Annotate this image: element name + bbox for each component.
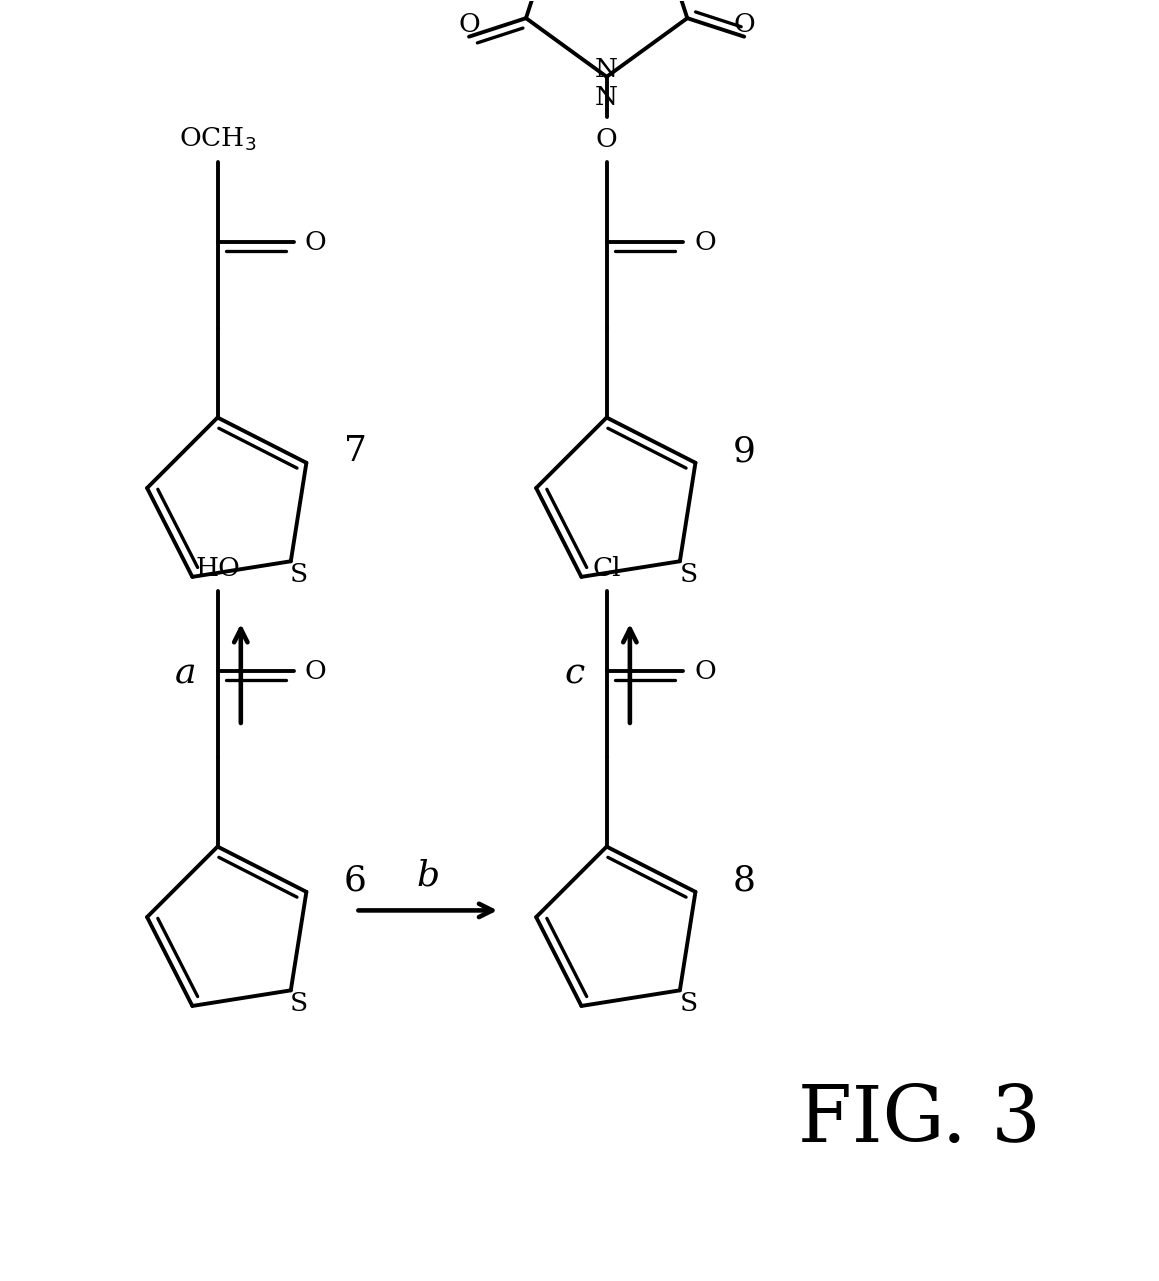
Text: 6: 6 xyxy=(344,863,367,898)
Text: Cl: Cl xyxy=(592,556,621,582)
Text: OCH$_3$: OCH$_3$ xyxy=(178,126,256,154)
Text: O: O xyxy=(305,658,327,684)
Text: 7: 7 xyxy=(344,434,367,469)
Text: 8: 8 xyxy=(734,863,756,898)
Text: O: O xyxy=(734,12,755,37)
Text: O: O xyxy=(694,658,716,684)
Text: S: S xyxy=(290,562,308,587)
Text: S: S xyxy=(679,562,698,587)
Text: O: O xyxy=(305,229,327,255)
Text: S: S xyxy=(290,991,308,1016)
Text: a: a xyxy=(175,656,197,690)
Text: b: b xyxy=(416,858,439,893)
Text: HO: HO xyxy=(195,556,240,582)
Text: N: N xyxy=(595,58,618,82)
Text: O: O xyxy=(596,127,618,152)
Text: 9: 9 xyxy=(734,434,756,469)
Text: FIG. 3: FIG. 3 xyxy=(797,1082,1041,1158)
Text: c: c xyxy=(564,656,585,690)
Text: O: O xyxy=(694,229,716,255)
Text: S: S xyxy=(679,991,698,1016)
Text: N: N xyxy=(595,85,618,110)
Text: O: O xyxy=(458,12,480,37)
